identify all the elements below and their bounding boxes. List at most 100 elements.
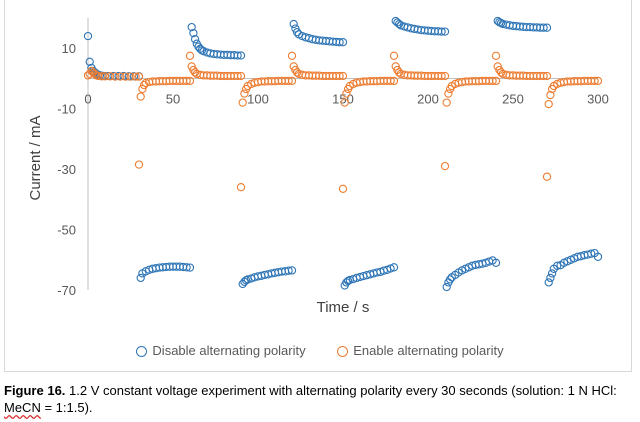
data-point bbox=[287, 266, 297, 275]
data-point bbox=[189, 28, 198, 38]
data-point bbox=[131, 72, 140, 81]
x-axis-title: Time / s bbox=[317, 299, 370, 316]
data-point bbox=[544, 99, 553, 109]
data-point bbox=[437, 27, 446, 36]
y-tick-label: 10 bbox=[62, 41, 76, 56]
y-tick-label: -50 bbox=[57, 223, 76, 238]
data-point bbox=[116, 72, 125, 81]
x-tick-label: 200 bbox=[417, 91, 439, 106]
data-point bbox=[542, 172, 552, 181]
chart-frame bbox=[4, 0, 632, 372]
y-tick-label: -10 bbox=[57, 102, 76, 117]
series-enable bbox=[83, 51, 603, 193]
data-point bbox=[126, 72, 135, 81]
data-point bbox=[85, 57, 94, 66]
legend-label-enable: Enable alternating polarity bbox=[353, 343, 504, 358]
x-tick-label: 250 bbox=[502, 91, 524, 106]
data-point bbox=[491, 258, 501, 267]
data-point bbox=[491, 51, 501, 60]
y-tick-label: -30 bbox=[57, 162, 76, 177]
data-point bbox=[587, 249, 596, 258]
data-point bbox=[444, 89, 453, 98]
data-point bbox=[83, 31, 93, 41]
data-point bbox=[111, 72, 120, 81]
data-point bbox=[338, 184, 348, 193]
x-tick-label: 0 bbox=[84, 91, 91, 106]
data-point bbox=[185, 76, 195, 86]
data-point bbox=[593, 252, 603, 261]
data-point bbox=[442, 98, 451, 107]
data-point bbox=[553, 261, 562, 270]
figure-caption: Figure 16. 1.2 V constant voltage experi… bbox=[4, 382, 636, 416]
data-point bbox=[335, 71, 344, 81]
data-point bbox=[542, 23, 552, 32]
data-point bbox=[136, 92, 145, 101]
legend-item-disable: Disable alternating polarity bbox=[136, 343, 306, 358]
y-tick-label: -70 bbox=[57, 283, 76, 298]
series-layer bbox=[83, 16, 603, 292]
data-point bbox=[442, 282, 451, 292]
data-point bbox=[105, 72, 115, 81]
data-point bbox=[590, 76, 599, 86]
data-point bbox=[343, 276, 353, 286]
data-point bbox=[138, 84, 147, 94]
caption-underlined-term: MeCN bbox=[4, 400, 41, 415]
data-point bbox=[342, 89, 351, 98]
data-point bbox=[284, 266, 293, 275]
data-point bbox=[491, 76, 501, 86]
series-disable bbox=[83, 16, 603, 292]
data-point bbox=[185, 51, 195, 60]
data-point bbox=[386, 264, 395, 273]
data-point bbox=[547, 269, 557, 278]
x-tick-label: 50 bbox=[166, 91, 180, 106]
data-point bbox=[394, 68, 404, 77]
data-point bbox=[496, 68, 506, 77]
data-point bbox=[292, 68, 302, 77]
legend: Disable alternating polarity Enable alte… bbox=[0, 343, 640, 358]
data-point bbox=[287, 51, 297, 60]
y-axis-title: Current / mA bbox=[27, 115, 44, 200]
data-point bbox=[238, 98, 247, 107]
data-point bbox=[185, 263, 195, 272]
data-point bbox=[386, 76, 395, 86]
data-point bbox=[190, 68, 200, 77]
data-point bbox=[236, 71, 246, 81]
data-point bbox=[182, 76, 191, 86]
data-point bbox=[97, 72, 106, 81]
data-point bbox=[437, 71, 446, 81]
x-tick-label: 300 bbox=[587, 91, 609, 106]
data-point bbox=[287, 76, 297, 86]
legend-label-disable: Disable alternating polarity bbox=[152, 343, 306, 358]
data-point bbox=[394, 19, 404, 29]
data-point bbox=[593, 76, 603, 86]
data-point bbox=[182, 263, 191, 272]
data-point bbox=[284, 76, 293, 86]
data-point bbox=[542, 71, 552, 81]
data-point bbox=[236, 183, 246, 192]
data-point bbox=[546, 90, 555, 100]
x-tick-label: 100 bbox=[247, 91, 269, 106]
data-point bbox=[236, 51, 246, 60]
data-point bbox=[190, 35, 200, 44]
data-point bbox=[338, 38, 348, 47]
data-point bbox=[389, 263, 399, 272]
data-point bbox=[539, 23, 548, 32]
data-point bbox=[440, 71, 450, 81]
data-point bbox=[544, 278, 553, 287]
data-point bbox=[240, 89, 249, 98]
data-point bbox=[335, 38, 344, 47]
legend-item-enable: Enable alternating polarity bbox=[337, 343, 504, 358]
data-point bbox=[488, 76, 497, 86]
caption-label: Figure 16. bbox=[4, 383, 66, 398]
data-point bbox=[134, 160, 144, 169]
data-point bbox=[100, 72, 110, 81]
data-point bbox=[134, 72, 144, 81]
data-point bbox=[241, 276, 251, 285]
legend-marker-enable bbox=[337, 346, 349, 358]
data-point bbox=[546, 273, 555, 283]
data-point bbox=[233, 51, 242, 60]
data-point bbox=[289, 19, 298, 29]
caption-text-after: = 1:1.5). bbox=[40, 400, 93, 415]
